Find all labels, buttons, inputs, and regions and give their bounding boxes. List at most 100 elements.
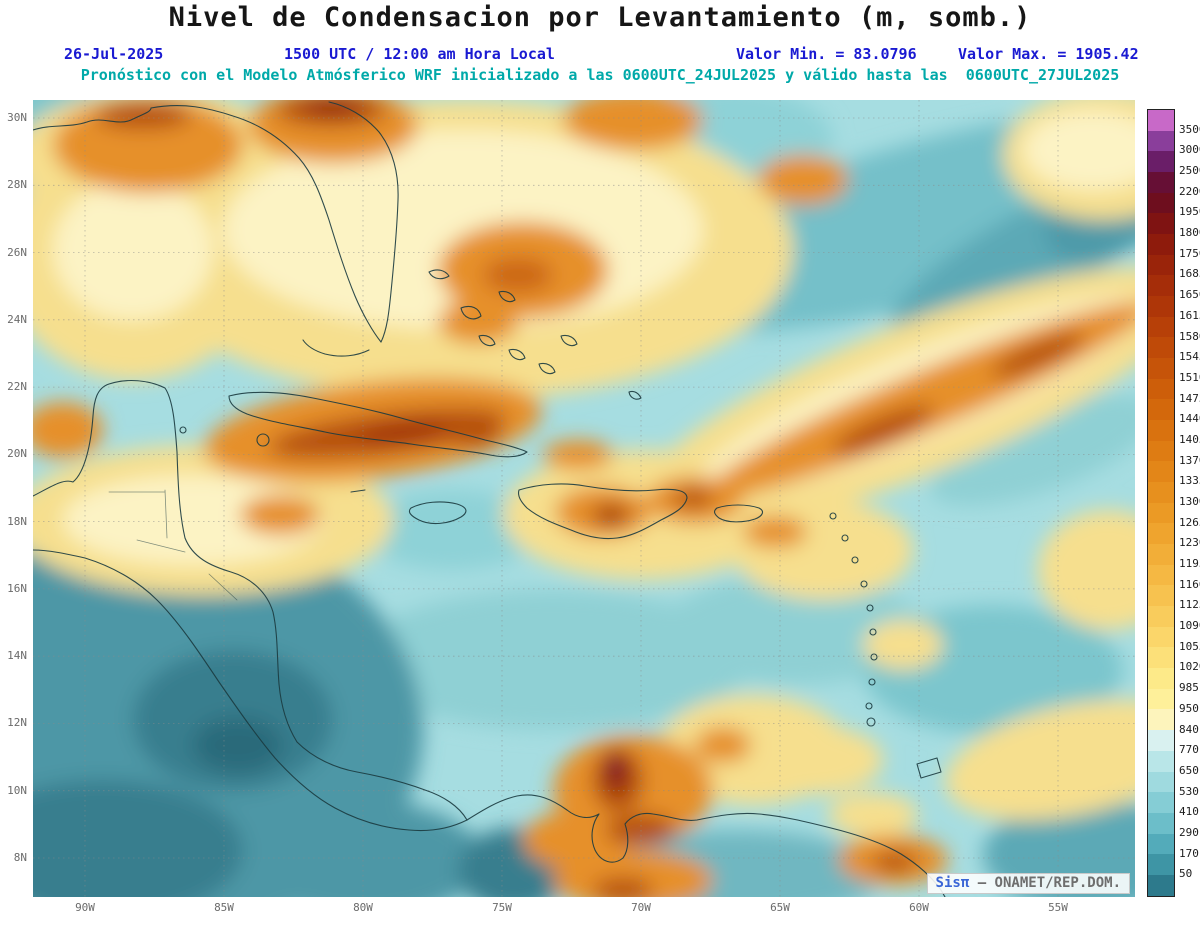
colorbar-tick-label: 1950 — [1179, 205, 1200, 219]
colorbar-tick-label: 2500 — [1179, 164, 1200, 178]
colorbar-tick-label: 1335 — [1179, 474, 1200, 488]
colorbar-labels: 3500 3000 2500 2200 1950 1800 1750 1685 1650 1615… — [1179, 109, 1200, 895]
lat-tick-label: 28N — [7, 178, 27, 192]
colorbar-segment — [1148, 626, 1174, 648]
colorbar-tick-label: 1440 — [1179, 412, 1200, 426]
colorbar-tick-label: 1545 — [1179, 350, 1200, 364]
colorbar-tick-label: 950 — [1179, 701, 1199, 715]
colorbar-tick-label: 1090 — [1179, 619, 1200, 633]
colorbar-segment — [1148, 606, 1174, 627]
lat-tick-label: 12N — [7, 716, 27, 730]
lcl-shaded-field — [33, 100, 1135, 897]
colorbar-tick-label: 1020 — [1179, 660, 1200, 674]
colorbar-tick-label: 1800 — [1179, 226, 1200, 240]
colorbar-tick-label: 985 — [1179, 681, 1199, 695]
lon-tick-label: 55W — [1048, 901, 1068, 914]
colorbar-segment — [1148, 585, 1174, 607]
coastlines — [33, 101, 946, 897]
lon-axis: 90W 85W 80W 75W 70W 65W 60W 55W — [33, 897, 1135, 925]
colorbar-segment — [1148, 668, 1174, 689]
colorbar-segment — [1148, 771, 1174, 793]
colorbar-segment — [1148, 213, 1174, 235]
page-title: Nivel de Condensacion por Levantamiento … — [168, 2, 1032, 33]
colorbar-segment — [1148, 234, 1174, 255]
colorbar-segment — [1148, 730, 1174, 751]
cayman — [350, 489, 366, 493]
valid-time-label: 1500 UTC / 12:00 am Hora Local — [284, 45, 555, 63]
lon-tick-label: 90W — [75, 901, 95, 914]
map-svg — [33, 100, 1135, 897]
colorbar-segment — [1148, 151, 1174, 173]
colorbar-tick-label: 1475 — [1179, 391, 1200, 405]
colorbar-tick-label: 530 — [1179, 784, 1199, 798]
colorbar-tick-label: 1125 — [1179, 598, 1200, 612]
watermark-brand: Sisπ — [935, 875, 970, 891]
colorbar-tick-label: 770 — [1179, 743, 1199, 757]
colorbar-segment — [1148, 399, 1174, 421]
colorbar-segment — [1148, 564, 1174, 586]
florida-keys — [302, 339, 370, 357]
colorbar-swatches — [1147, 109, 1175, 897]
colorbar-tick-label: 290 — [1179, 825, 1199, 839]
colorbar-segment — [1148, 482, 1174, 503]
colorbar-tick-label: 3000 — [1179, 143, 1200, 157]
colorbar-tick-label: 1580 — [1179, 329, 1200, 343]
colorbar-tick-label: 1615 — [1179, 308, 1200, 322]
cuba-coast — [228, 391, 528, 458]
lat-tick-label: 30N — [7, 111, 27, 124]
colorbar-segment — [1148, 833, 1174, 855]
colorbar-segment — [1148, 316, 1174, 338]
bahamas — [428, 269, 642, 400]
lat-tick-label: 26N — [7, 245, 27, 259]
lon-tick-label: 85W — [214, 901, 234, 914]
lon-tick-label: 60W — [909, 901, 929, 914]
puerto-rico-coast — [714, 504, 764, 523]
colorbar-tick-label: 650 — [1179, 763, 1199, 777]
lat-tick-label: 22N — [7, 380, 27, 394]
colorbar-tick-label: 1055 — [1179, 639, 1200, 653]
colorbar-tick-label: 410 — [1179, 805, 1199, 819]
colorbar-tick-label: 1510 — [1179, 370, 1200, 384]
colorbar-tick-label: 840 — [1179, 722, 1199, 736]
colorbar-segment — [1148, 812, 1174, 834]
lat-tick-label: 24N — [7, 312, 27, 326]
colorbar-segment — [1148, 172, 1174, 193]
colorbar-tick-label: 1685 — [1179, 267, 1200, 281]
lon-tick-label: 75W — [492, 901, 512, 914]
colorbar-segment — [1148, 296, 1174, 317]
lon-tick-label: 65W — [770, 901, 790, 914]
lon-tick-label: 70W — [631, 901, 651, 914]
colorbar-tick-label: 1750 — [1179, 246, 1200, 260]
colorbar-segment — [1148, 461, 1174, 483]
colorbar-segment — [1148, 502, 1174, 524]
colorbar-segment — [1148, 874, 1174, 896]
colorbar-tick-label: 1650 — [1179, 288, 1200, 302]
colorbar-tick-label: 1265 — [1179, 515, 1200, 529]
colorbar-segment — [1148, 544, 1174, 565]
lat-axis: 30N 28N 26N 24N 22N 20N 18N 16N 14N 12N 10N 8N — [0, 100, 31, 897]
colorbar-segment — [1148, 420, 1174, 441]
colorbar-tick-label: 170 — [1179, 846, 1199, 860]
colorbar-segment — [1148, 792, 1174, 813]
colorbar-tick-label: 1300 — [1179, 495, 1200, 508]
colorbar-segment — [1148, 523, 1174, 545]
jamaica-coast — [408, 501, 467, 525]
colorbar-segment — [1148, 130, 1174, 152]
colorbar-segment — [1148, 378, 1174, 400]
date-label: 26-Jul-2025 — [64, 45, 164, 63]
colorbar-segment — [1148, 750, 1174, 772]
lat-tick-label: 18N — [7, 514, 27, 528]
colorbar: 3500 3000 2500 2200 1950 1800 1750 1685 1650 1615… — [1147, 109, 1200, 899]
colorbar-tick-label: 3500 — [1179, 122, 1200, 136]
colorbar-segment — [1148, 275, 1174, 297]
colorbar-segment — [1148, 688, 1174, 710]
max-value-label: Valor Max. = 1905.42 — [958, 45, 1139, 63]
colorbar-tick-label: 1160 — [1179, 577, 1200, 591]
colorbar-tick-label: 50 — [1179, 867, 1193, 881]
colorbar-segment — [1148, 440, 1174, 462]
colorbar-tick-label: 1230 — [1179, 536, 1200, 550]
colorbar-tick-label: 1195 — [1179, 557, 1200, 571]
colorbar-segment — [1148, 709, 1174, 731]
colorbar-tick-label: 1405 — [1179, 432, 1200, 446]
watermark: Sisπ – ONAMET/REP.DOM. — [926, 873, 1130, 894]
